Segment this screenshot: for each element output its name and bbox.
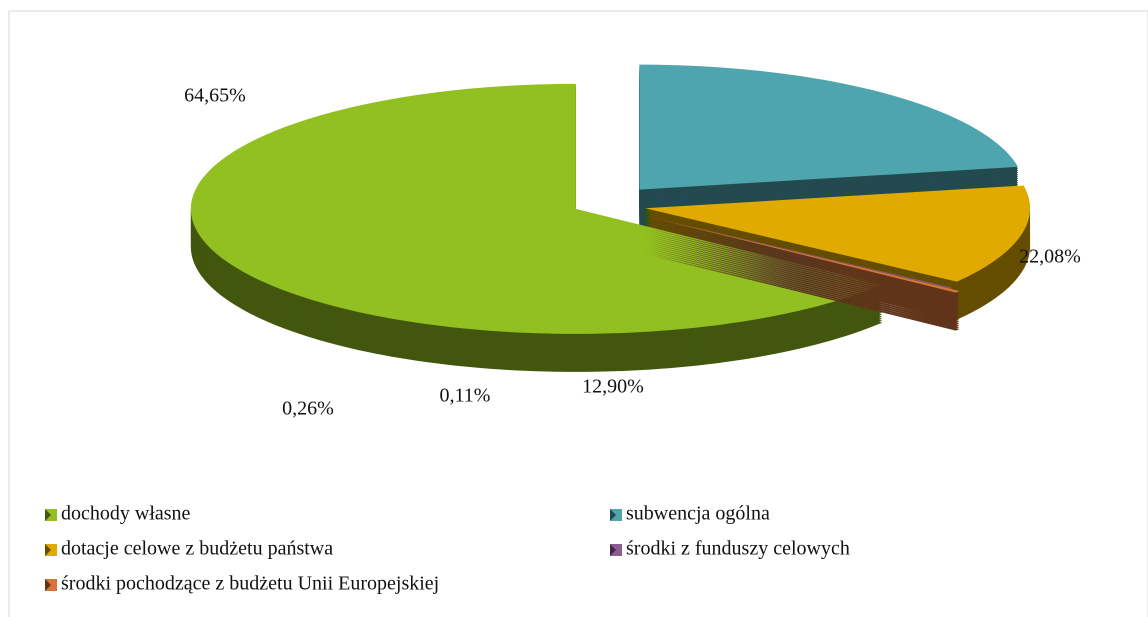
legend-label: subwencja ogólna (626, 503, 770, 525)
data-label: 12,90% (582, 376, 644, 398)
slice-side (649, 240, 960, 317)
legend-swatch-shade (45, 509, 51, 521)
slice (640, 214, 953, 289)
legend-swatch-shade (610, 544, 616, 556)
slice-side (649, 226, 960, 303)
slice-side (649, 244, 960, 321)
slice-side (649, 218, 960, 295)
slice-group (190, 83, 883, 372)
slice (190, 83, 883, 334)
slice-side (649, 236, 960, 313)
legend-label: dotacje celowe z budżetu państwa (61, 538, 333, 560)
slice-side (649, 248, 960, 325)
slice-side (649, 238, 960, 315)
legend-swatch-shade (45, 579, 51, 591)
slice-side (649, 250, 960, 327)
legend-swatch-shade (45, 544, 51, 556)
slice-side (649, 234, 960, 311)
slice-side (649, 242, 960, 319)
slice-side (649, 224, 960, 301)
slice (649, 216, 960, 293)
slice-side (649, 230, 960, 307)
legend-label: środki pochodzące z budżetu Unii Europej… (61, 573, 439, 595)
slice-side (649, 254, 960, 331)
data-label: 22,08% (1019, 246, 1081, 268)
legend-label: dochody własne (61, 503, 191, 525)
data-label: 0,26% (282, 398, 334, 420)
slice (639, 64, 1018, 190)
slice (645, 185, 1031, 282)
slice-side (649, 228, 960, 305)
slice-side (649, 246, 960, 323)
legend-swatch-shade (610, 509, 616, 521)
legend-label: środki z funduszy celowych (626, 538, 850, 560)
slice-group (649, 216, 960, 331)
data-label: 0,11% (440, 385, 491, 407)
slice-side (649, 220, 960, 297)
data-label: 64,65% (184, 85, 246, 107)
slice-side (649, 222, 960, 299)
slice-side (649, 232, 960, 309)
slice-group (639, 64, 1018, 228)
slice-side (649, 252, 960, 329)
